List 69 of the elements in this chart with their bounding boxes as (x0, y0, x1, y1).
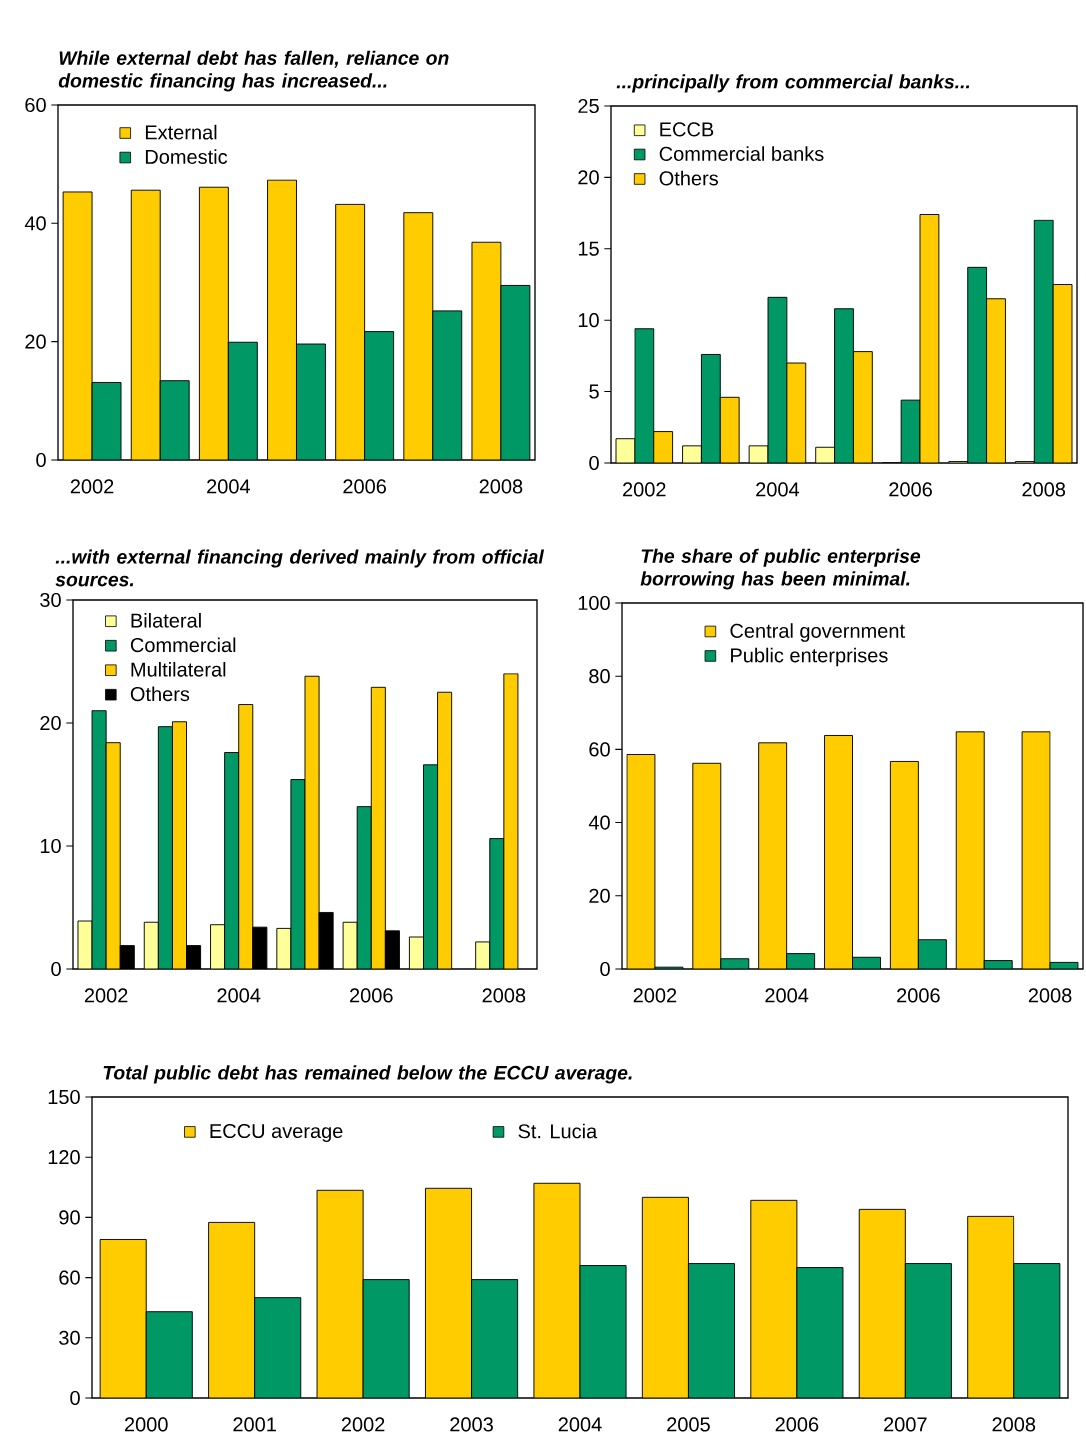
y-tick-label: 30 (59, 1330, 80, 1345)
y-tick-label: 10 (578, 313, 599, 328)
x-tick-label: 2006 (889, 482, 932, 497)
chart-title: ...principally from commercial banks... (616, 74, 970, 93)
legend-label: Public enterprises (731, 647, 888, 667)
y-tick-label: 20 (40, 715, 61, 731)
y-tick-label: 60 (59, 1270, 80, 1285)
legend-label: Commercial banks (659, 146, 824, 161)
y-tick-label: 10 (40, 838, 61, 854)
chart-title: The share of public enterprise borrowing has been minimal. (640, 548, 921, 590)
y-tick-label: 20 (25, 334, 46, 349)
legend-label: Others (130, 686, 190, 702)
chart-title: Total public debt has remained below the ECCU average. (103, 1065, 632, 1084)
legend-label: ECCU average (210, 1123, 343, 1143)
y-tick-label: 120 (48, 1150, 80, 1165)
y-tick-label: 20 (589, 888, 610, 903)
x-tick-label: 2004 (756, 482, 800, 497)
chart-title: While external debt has fallen, reliance on domestic financing has increased... (58, 50, 449, 92)
x-tick-label: 2008 (1022, 482, 1066, 497)
y-tick-label: 60 (25, 97, 46, 113)
x-tick-label: 2003 (450, 1417, 493, 1432)
x-tick-label: 2006 (343, 479, 386, 494)
x-tick-label: 2008 (482, 988, 526, 1003)
x-tick-label: 2006 (897, 988, 940, 1003)
legend-label: ECCB (660, 122, 714, 137)
y-tick-label: 150 (48, 1089, 80, 1105)
x-tick-label: 2001 (233, 1417, 276, 1432)
x-tick-label: 2000 (124, 1417, 168, 1432)
legend-label: Bilateral (131, 612, 201, 628)
y-tick-label: 30 (40, 592, 61, 608)
x-tick-label: 2002 (84, 988, 128, 1003)
legend-label: Others (659, 170, 718, 186)
y-tick-label: 0 (600, 961, 610, 977)
legend-label: External (145, 124, 217, 140)
legend-label: Domestic (145, 149, 228, 164)
legend-label: Commercial (130, 637, 236, 653)
x-tick-label: 2006 (350, 988, 393, 1003)
y-tick-label: 0 (36, 452, 46, 468)
y-tick-label: 0 (51, 961, 61, 977)
y-tick-label: 100 (578, 595, 610, 611)
chart-title: ...with external financing derived mainly from official sources. (55, 549, 545, 587)
y-tick-label: 60 (589, 742, 610, 757)
y-tick-label: 20 (578, 170, 599, 185)
x-tick-label: 2004 (765, 988, 809, 1003)
legend-label: Multilateral (131, 661, 226, 677)
x-tick-label: 2005 (667, 1417, 710, 1432)
x-tick-label: 2002 (341, 1417, 385, 1432)
x-tick-label: 2002 (623, 482, 666, 497)
y-tick-label: 90 (59, 1210, 80, 1225)
x-tick-label: 2004 (217, 988, 261, 1003)
x-tick-label: 2008 (992, 1417, 1036, 1432)
x-tick-label: 2006 (775, 1417, 819, 1432)
x-tick-label: 2008 (1028, 988, 1072, 1003)
y-tick-label: 40 (588, 815, 610, 830)
y-tick-label: 25 (578, 98, 599, 114)
legend-label: Central government (730, 623, 905, 642)
x-tick-label: 2008 (479, 479, 523, 494)
y-tick-label: 5 (589, 384, 599, 399)
legend-label: St. Lucia (518, 1123, 598, 1139)
y-tick-label: 0 (70, 1390, 80, 1406)
y-tick-label: 40 (24, 216, 46, 231)
x-tick-label: 2004 (207, 479, 251, 494)
x-tick-label: 2004 (558, 1417, 602, 1432)
y-tick-label: 80 (589, 669, 610, 684)
x-tick-label: 2002 (633, 988, 677, 1003)
y-tick-label: 15 (578, 241, 599, 256)
y-tick-label: 0 (589, 455, 599, 471)
x-tick-label: 2002 (70, 479, 114, 494)
x-tick-label: 2007 (884, 1417, 927, 1432)
